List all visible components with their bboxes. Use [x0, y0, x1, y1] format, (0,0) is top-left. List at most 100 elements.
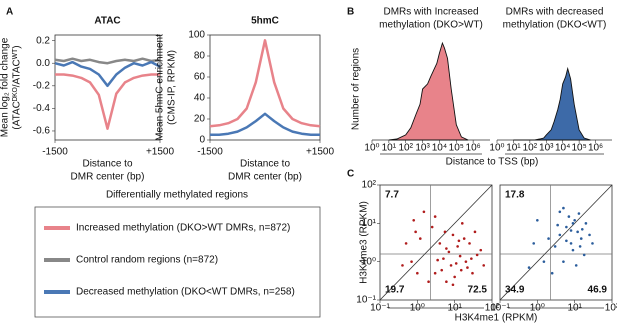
- scatter-point: [556, 223, 559, 227]
- x-axis-label: DMR center (bp): [228, 172, 302, 183]
- scatter-point: [582, 253, 586, 257]
- y-tick-label: 10¹: [362, 218, 377, 229]
- quadrant-label: 34.9: [505, 285, 525, 296]
- series-line: [55, 73, 160, 130]
- chart-title: DMRs with decreased: [506, 7, 604, 18]
- scatter-point: [579, 237, 583, 240]
- x-tick-label: 10⁻¹: [490, 303, 510, 314]
- plot-frame: [209, 34, 321, 141]
- x-tick-label: 10⁰: [364, 143, 379, 154]
- scatter-point: [433, 271, 437, 275]
- scatter-point: [453, 275, 456, 279]
- y-tick-label: 100: [188, 30, 205, 41]
- scatter-point: [562, 260, 565, 263]
- scatter-point: [401, 264, 404, 267]
- diagonal-line: [379, 184, 493, 301]
- y-tick-label: -0.2: [33, 80, 51, 91]
- x-tick-label: 10³: [415, 143, 430, 154]
- scatter-point: [470, 257, 473, 260]
- scatter-point: [558, 233, 562, 237]
- x-tick-label: 10²: [398, 143, 413, 154]
- scatter-point: [567, 215, 571, 218]
- y-tick-label: 60: [194, 72, 206, 83]
- x-tick-label: 10¹: [382, 143, 397, 154]
- y-axis-label: (ATACᴰᴷᴼ/ATACᵂᵀ): [12, 45, 23, 129]
- series-line: [209, 39, 321, 128]
- quadrant-label: 19.7: [385, 285, 405, 296]
- scatter-point: [442, 257, 445, 260]
- x-tick-label: 10⁵: [449, 143, 464, 154]
- scatter-point: [430, 225, 434, 229]
- x-axis-label: Distance to TSS (bp): [446, 157, 539, 168]
- scatter-point: [462, 237, 466, 240]
- x-tick-label: 10⁶: [466, 143, 481, 154]
- chart-title: DMRs with Increased: [383, 7, 478, 18]
- density-area: [388, 41, 469, 141]
- x-tick-label: 10⁰: [489, 143, 504, 154]
- scatter-point: [412, 218, 416, 222]
- scatter-point: [427, 280, 430, 284]
- scatter-point: [414, 230, 417, 234]
- plot-frame: [54, 34, 161, 141]
- chart-title: ATAC: [94, 16, 120, 27]
- x-tick-label: 10⁴: [432, 143, 447, 154]
- scatter-point: [550, 271, 554, 275]
- scatter-point: [542, 260, 546, 263]
- y-axis-label: Number of regions: [351, 48, 362, 130]
- scatter-point: [532, 242, 536, 245]
- y-tick-label: 20: [194, 114, 206, 125]
- scatter-point: [574, 264, 578, 267]
- scatter-point: [433, 215, 437, 218]
- x-tick-label: -1500: [42, 147, 68, 158]
- series-line: [54, 57, 161, 65]
- y-tick-label: 10⁰: [361, 256, 376, 267]
- scatter-point: [479, 248, 483, 252]
- x-tick-label: 10⁴: [555, 143, 570, 154]
- scatter-point: [443, 230, 447, 234]
- scatter-point: [577, 212, 581, 215]
- scatter-point: [475, 253, 479, 257]
- x-axis-label: H3K4me1 (RPKM): [455, 313, 538, 324]
- scatter-point: [404, 242, 408, 245]
- x-axis-label: Distance to: [240, 159, 290, 170]
- x-tick-label: +1500: [306, 147, 335, 158]
- panel-label: A: [6, 7, 13, 18]
- scatter-point: [584, 222, 588, 225]
- scatter-point: [445, 247, 448, 250]
- scatter-point: [553, 245, 557, 248]
- x-tick-label: 10⁶: [588, 143, 603, 154]
- x-axis-label: Distance to: [82, 159, 132, 170]
- scatter-point: [562, 206, 565, 210]
- legend-title: Differentially methylated regions: [106, 190, 248, 201]
- scatter-point: [458, 254, 462, 258]
- scatter-point: [571, 248, 575, 252]
- scatter-point: [536, 218, 539, 222]
- diagonal-line: [499, 184, 613, 301]
- y-tick-label: -0.4: [33, 103, 51, 114]
- scatter-point: [558, 210, 562, 214]
- legend-label: Control random regions (n=872): [76, 255, 218, 266]
- y-tick-label: 0.0: [36, 58, 50, 69]
- y-tick-label: -0.6: [33, 126, 51, 137]
- y-tick-label: 40: [194, 93, 206, 104]
- scatter-point: [569, 229, 573, 232]
- x-tick-label: 10³: [539, 143, 554, 154]
- scatter-point: [451, 283, 455, 287]
- plot-frame: [379, 184, 493, 301]
- scatter-point: [547, 237, 550, 240]
- scatter-point: [578, 245, 582, 248]
- panel-label: C: [347, 169, 354, 180]
- scatter-point: [454, 262, 458, 265]
- chart-title: 5hmC: [251, 16, 279, 27]
- y-tick-label: 0: [199, 135, 205, 146]
- scatter-point: [464, 260, 468, 263]
- scatter-point: [410, 260, 413, 263]
- x-tick-label: 10²: [523, 143, 538, 154]
- scatter-point: [576, 230, 579, 234]
- quadrant-label: 72.5: [468, 285, 488, 296]
- scatter-point: [569, 242, 573, 245]
- scatter-point: [473, 230, 477, 234]
- x-tick-label: 10⁵: [572, 143, 587, 154]
- scatter-point: [451, 233, 455, 237]
